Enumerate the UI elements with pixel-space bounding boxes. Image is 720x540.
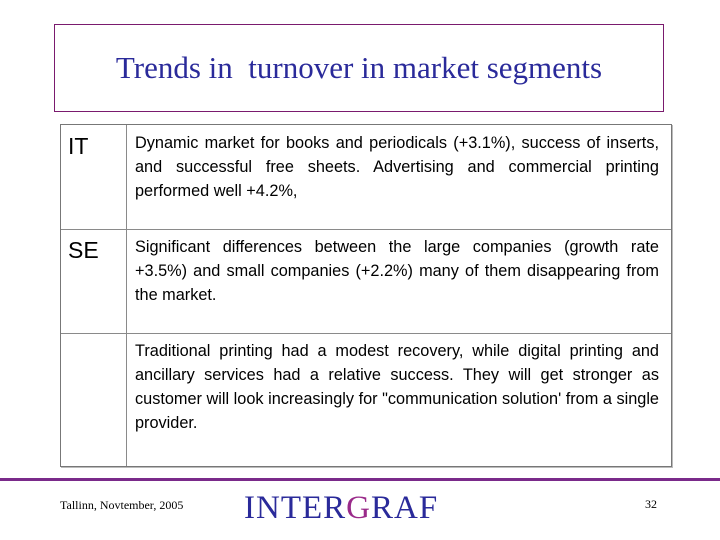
- segment-description: Significant differences between the larg…: [135, 238, 659, 304]
- intergraf-logo: INTERGRAF: [244, 490, 438, 527]
- logo-text-inter: INTER: [244, 490, 347, 526]
- title-box: Trends in turnover in market segments: [54, 24, 664, 112]
- logo-text-raf: RAF: [371, 490, 439, 526]
- table-row: SE Significant differences between the l…: [61, 229, 671, 334]
- segment-code: SE: [68, 237, 99, 263]
- page-number: 32: [645, 497, 657, 511]
- logo-text-g: G: [346, 490, 371, 526]
- column-divider: [126, 125, 127, 466]
- footer-divider: [0, 478, 720, 481]
- table-row: Traditional printing had a modest recove…: [61, 333, 671, 466]
- table-row: IT Dynamic market for books and periodic…: [61, 125, 671, 230]
- segment-description: Traditional printing had a modest recove…: [135, 342, 659, 432]
- segment-code: IT: [68, 133, 89, 159]
- slide-title: Trends in turnover in market segments: [115, 50, 603, 85]
- segment-description: Dynamic market for books and periodicals…: [135, 134, 659, 200]
- segments-table: IT Dynamic market for books and periodic…: [60, 124, 672, 467]
- footer-place-date: Tallinn, Novtember, 2005: [60, 498, 184, 512]
